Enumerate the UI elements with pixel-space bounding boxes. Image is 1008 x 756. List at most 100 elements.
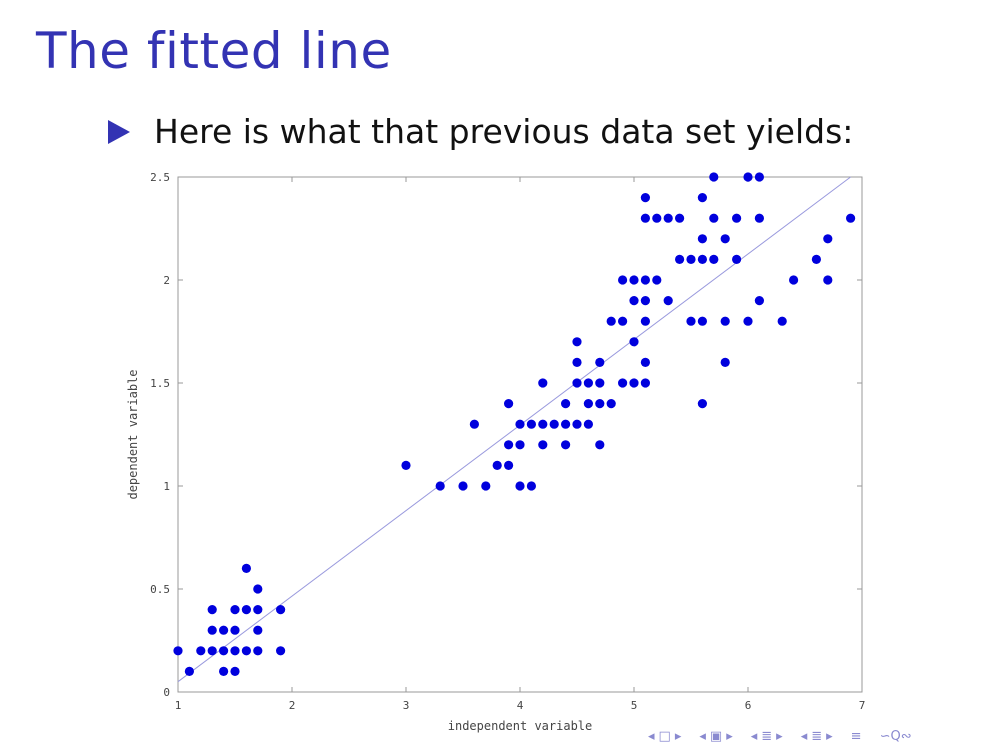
data-point (640, 193, 651, 203)
data-point (697, 234, 708, 244)
data-point (526, 419, 537, 429)
data-point (618, 378, 628, 388)
data-point (697, 254, 708, 264)
data-point (504, 399, 514, 409)
data-point (652, 213, 662, 223)
data-point (640, 316, 651, 326)
bullet-item: Here is what that previous data set yiel… (108, 112, 853, 151)
subsec2-icon[interactable]: ≣ (811, 729, 823, 744)
data-point (276, 646, 286, 656)
data-point (754, 213, 765, 223)
data-point (253, 646, 263, 656)
x-tick-label: 6 (745, 699, 752, 712)
y-tick-label: 1.5 (150, 377, 170, 390)
data-point (595, 378, 605, 388)
data-point (207, 646, 217, 656)
axis-labels: 1 2 3 4 5 6 7 0 0.5 1 1.5 2 2.5 independent variable d… (126, 171, 865, 733)
data-point (173, 646, 183, 656)
data-point (219, 646, 229, 656)
data-point (709, 213, 719, 223)
data-point (572, 357, 582, 367)
bullet-text: Here is what that previous data set yiel… (154, 112, 854, 151)
data-point (504, 460, 514, 470)
data-point (492, 460, 502, 470)
data-point (515, 440, 525, 450)
data-point (640, 357, 651, 367)
data-point (686, 316, 696, 326)
data-point (481, 481, 491, 491)
subsection-icon[interactable]: ▣ (709, 729, 723, 744)
data-point (196, 646, 206, 656)
data-point (241, 605, 251, 615)
data-point (515, 419, 525, 429)
beamer-navigation: ◂ □ ▸ ◂ ▣ ▸ ◂ ≣ ▸ ◂ ≣ ▸ ≡ ∽Q∾ (648, 729, 912, 744)
data-point (538, 378, 548, 388)
data-point (618, 316, 628, 326)
data-point (663, 213, 673, 223)
nav-frame-prev[interactable]: ◂ (648, 729, 655, 744)
triangle-bullet-icon (108, 119, 130, 144)
data-point (640, 378, 651, 388)
y-tick-label: 0.5 (150, 583, 170, 596)
data-point (469, 419, 479, 429)
slide-title: The fitted line (36, 22, 392, 80)
data-point (606, 316, 616, 326)
data-point (230, 646, 240, 656)
data-point (640, 296, 651, 306)
data-point (572, 337, 582, 347)
data-point (219, 666, 229, 677)
y-tick-label: 2.5 (150, 171, 170, 184)
data-point (652, 275, 662, 285)
nav-section-prev[interactable]: ◂ (750, 729, 758, 744)
data-point (241, 646, 251, 656)
nav-subsec2-next[interactable]: ▸ (826, 729, 833, 744)
data-point (549, 419, 559, 429)
data-point (207, 605, 217, 615)
data-point (720, 234, 730, 244)
data-point (561, 440, 571, 450)
y-tick-label: 2 (163, 274, 170, 287)
data-point (253, 625, 263, 635)
data-point (629, 337, 639, 347)
data-point (732, 254, 742, 264)
data-point (823, 275, 833, 285)
nav-frame-next[interactable]: ▸ (674, 729, 682, 744)
data-point (230, 666, 240, 677)
data-point (241, 563, 251, 574)
nav-subsection-prev[interactable]: ◂ (699, 729, 706, 744)
section-icon[interactable]: ≣ (761, 729, 773, 744)
data-point (253, 605, 263, 615)
document-icon[interactable]: ≡ (850, 729, 862, 744)
frame-icon[interactable]: □ (658, 729, 671, 744)
data-point (811, 254, 822, 264)
data-point (538, 419, 548, 429)
nav-section-next[interactable]: ▸ (776, 729, 783, 744)
nav-subsec2-prev[interactable]: ◂ (800, 729, 808, 744)
data-point (595, 357, 605, 367)
x-tick-label: 3 (403, 699, 410, 712)
x-tick-label: 4 (517, 699, 524, 712)
data-point (401, 460, 411, 470)
data-point (732, 213, 742, 223)
data-point (572, 378, 582, 388)
data-point (846, 213, 856, 223)
data-point (435, 481, 445, 491)
data-point (663, 296, 673, 306)
data-point (629, 275, 639, 285)
data-point (640, 275, 651, 285)
data-point (515, 481, 525, 491)
data-point (504, 440, 514, 450)
points-layer (173, 172, 856, 677)
data-point (686, 254, 696, 264)
nav-subsection-next[interactable]: ▸ (726, 729, 733, 744)
data-point (629, 296, 639, 306)
data-point (754, 172, 765, 182)
data-point (219, 625, 229, 635)
search-icon[interactable]: ∽Q∾ (879, 729, 912, 744)
data-point (184, 666, 194, 677)
data-point (709, 172, 719, 182)
data-point (629, 378, 639, 388)
data-point (720, 316, 730, 326)
x-tick-label: 2 (289, 699, 296, 712)
